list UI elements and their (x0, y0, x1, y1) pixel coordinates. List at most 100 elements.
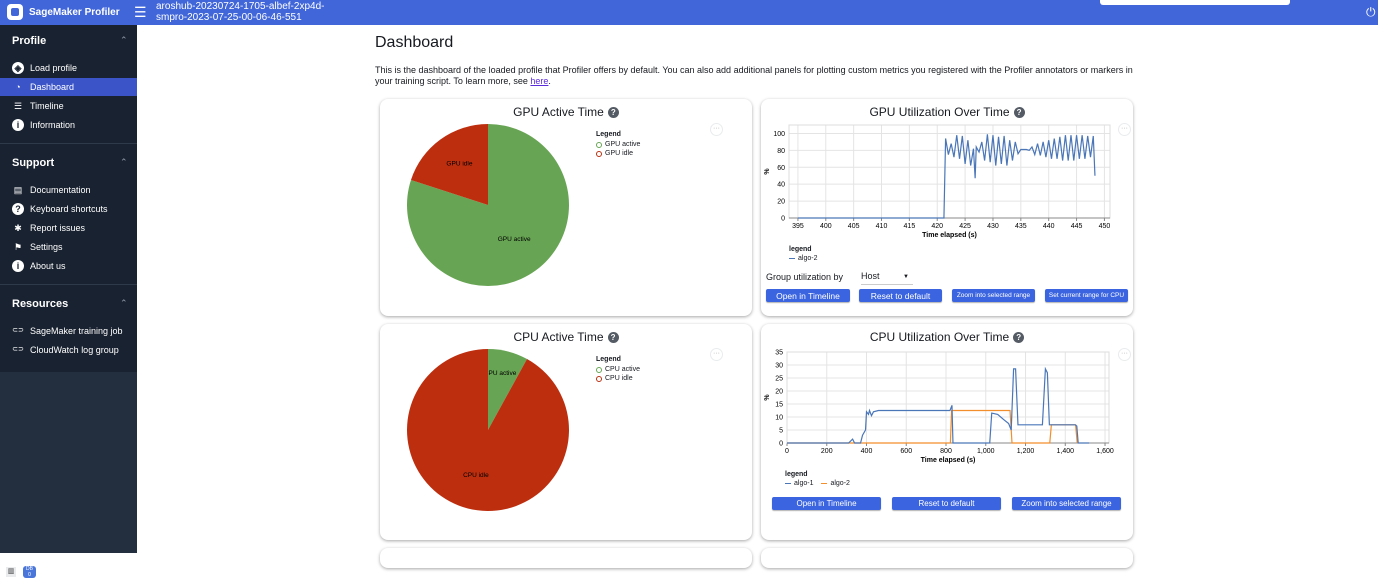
timeline-icon: ☰ (13, 101, 23, 111)
x-tick-label: 395 (792, 223, 804, 230)
legend-item[interactable]: CPU active (596, 365, 640, 374)
sidebar-item-load-profile[interactable]: ◈ Load profile (0, 59, 137, 77)
more-options-button[interactable]: ··· (710, 348, 723, 361)
search-input[interactable] (1100, 0, 1290, 5)
chart-icon[interactable]: ▥ (6, 567, 16, 577)
x-tick-label: 410 (876, 223, 888, 230)
info-icon: i (12, 119, 24, 131)
y-tick-label: 20 (777, 199, 785, 206)
legend-item[interactable]: algo-2 (821, 480, 850, 487)
legend: Legend GPU active GPU idle (596, 131, 640, 158)
sidebar-item-timeline[interactable]: ☰ Timeline (0, 97, 137, 115)
legend-line-icon (821, 482, 828, 485)
legend-item[interactable]: algo-2 (789, 255, 817, 262)
power-icon[interactable]: ⏻ (1366, 5, 1376, 19)
legend-items: algo-2 (789, 255, 817, 262)
more-options-button[interactable]: ··· (1118, 123, 1131, 136)
sidebar-item-settings[interactable]: ⚑ Settings (0, 238, 137, 256)
legend-label: algo-2 (798, 255, 818, 262)
open-in-timeline-button[interactable]: Open in Timeline (766, 289, 850, 302)
series-line-algo-2[interactable] (787, 409, 1078, 444)
series-line-algo-1[interactable] (787, 366, 1090, 444)
link-icon: ⊂⊃ (12, 327, 24, 334)
intro-body: This is the dashboard of the loaded prof… (375, 65, 1133, 86)
reset-to-default-button[interactable]: Reset to default (892, 497, 1001, 510)
sidebar-item-report-issues[interactable]: ✱ Report issues (0, 219, 137, 237)
gpu-utilization-card: GPU Utilization Over Time? ··· 395 400 405 41… (761, 99, 1133, 316)
chart-title: GPU Utilization Over Time? (761, 105, 1133, 119)
app-logo-icon (7, 4, 23, 20)
legend-line-icon (789, 257, 795, 260)
question-icon: ? (12, 203, 24, 215)
hamburger-icon[interactable]: ☰ (134, 4, 147, 20)
legend: Legend CPU active CPU idle (596, 356, 640, 383)
sidebar-item-dashboard[interactable]: ◔ Dashboard (0, 78, 137, 96)
sidebar-item-label: Dashboard (30, 82, 75, 92)
help-icon[interactable]: ? (607, 332, 619, 343)
help-icon[interactable]: ? (1013, 107, 1025, 118)
sidebar-item-information[interactable]: i Information (0, 116, 137, 134)
legend-label: CPU active (605, 366, 641, 373)
legend-item[interactable]: GPU idle (596, 149, 640, 158)
chevron-up-icon[interactable]: ⌃ (120, 157, 128, 167)
y-tick-label: 80 (777, 148, 785, 155)
y-tick-label: 60 (777, 165, 785, 172)
reset-to-default-button[interactable]: Reset to default (859, 289, 942, 302)
legend: legend algo-1 algo-2 (785, 471, 850, 487)
x-tick-label: 0 (785, 448, 789, 455)
chart-title-text: GPU Active Time (513, 105, 604, 119)
chart-title-text: CPU Utilization Over Time (869, 330, 1010, 344)
help-icon[interactable]: ? (1013, 332, 1025, 343)
set-current-range-for-cpu-button[interactable]: Set current range for CPU (1045, 289, 1128, 302)
sidebar-item-cloudwatch-log-group[interactable]: ⊂⊃ CloudWatch log group (0, 341, 137, 359)
zoom-into-selected-range-button[interactable]: Zoom into selected range (1012, 497, 1121, 510)
x-tick-label: 425 (959, 223, 971, 230)
help-icon[interactable]: ? (607, 107, 619, 118)
next-card-left (380, 548, 752, 568)
cpu-active-time-card: CPU Active Time? ··· CPU active CPU idle Leg… (380, 324, 752, 540)
db-badge[interactable]: DB 0 (23, 566, 36, 578)
legend-label: GPU idle (605, 150, 634, 157)
bug-icon: ✱ (14, 223, 22, 233)
chart-title: CPU Active Time? (380, 330, 752, 344)
more-options-button[interactable]: ··· (710, 123, 723, 136)
sidebar-item-label: About us (30, 261, 66, 271)
sidebar-section-support: Support (12, 157, 55, 169)
pie-slice-cpu-idle[interactable] (407, 349, 569, 511)
more-options-button[interactable]: ··· (1118, 348, 1131, 361)
learn-more-link[interactable]: here (530, 76, 549, 86)
next-card-right (761, 548, 1133, 568)
legend-item[interactable]: CPU idle (596, 374, 640, 383)
top-bar: SageMaker Profiler ☰ aroshub-20230724-17… (0, 0, 1378, 25)
sidebar-item-documentation[interactable]: ▤ Documentation (0, 181, 137, 199)
y-tick-label: 10 (775, 415, 783, 422)
group-utilization-select[interactable]: Host ▼ (861, 271, 913, 285)
y-tick-label: 30 (775, 363, 783, 370)
line-chart: 0 200 400 600 800 1,000 1,200 1,400 1,600 0 5 10 15 2… (764, 350, 1114, 465)
caret-down-icon: ▼ (903, 274, 909, 280)
pie-slice-cpu-active[interactable] (488, 349, 528, 430)
legend-title: Legend (596, 131, 621, 138)
sidebar-item-sagemaker-training-job[interactable]: ⊂⊃ SageMaker training job (0, 322, 137, 340)
sidebar-item-keyboard-shortcuts[interactable]: ? Keyboard shortcuts (0, 200, 137, 218)
x-tick-label: 400 (861, 448, 873, 455)
chevron-up-icon[interactable]: ⌃ (120, 35, 128, 45)
zoom-into-selected-range-button[interactable]: Zoom into selected range (952, 289, 1035, 302)
sidebar-item-about-us[interactable]: i About us (0, 257, 137, 275)
pie-label: CPU idle (463, 472, 489, 479)
x-tick-label: 1,400 (1057, 448, 1075, 455)
x-tick-label: 200 (821, 448, 833, 455)
sidebar-item-label: Report issues (30, 223, 86, 233)
sidebar-section-profile: Profile (12, 35, 47, 47)
legend-item[interactable]: algo-1 (785, 480, 813, 487)
series-line-algo-2[interactable] (797, 134, 1096, 219)
pie-slice-gpu-idle[interactable] (410, 124, 488, 205)
open-in-timeline-button[interactable]: Open in Timeline (772, 497, 881, 510)
legend-label: GPU active (605, 141, 641, 148)
sidebar-item-label: SageMaker training job (30, 326, 123, 336)
pie-label: GPU active (498, 236, 531, 243)
chevron-up-icon[interactable]: ⌃ (120, 298, 128, 308)
y-tick-label: 0 (781, 216, 785, 223)
x-tick-label: 1,000 (977, 448, 995, 455)
legend-item[interactable]: GPU active (596, 140, 640, 149)
